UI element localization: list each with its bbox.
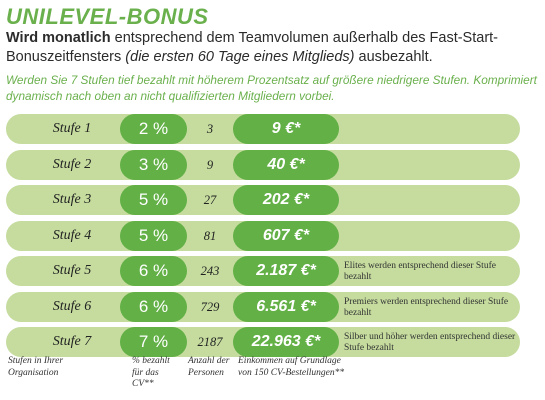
info-note: Werden Sie 7 Stufen tief bezahlt mit höh… — [6, 73, 537, 103]
row-note: Elites werden entsprechend dieser Stufe … — [344, 261, 496, 282]
footer-count-label: Anzahl der Personen — [188, 356, 230, 378]
income-pill: 607 €* — [233, 220, 339, 251]
income-pill: 2.187 €* — [233, 256, 339, 286]
people-count: 729 — [200, 299, 220, 314]
level-label: Stufe 5 — [52, 263, 92, 278]
people-count: 2187 — [197, 335, 223, 349]
people-count: 81 — [203, 228, 217, 243]
level-label: Stufe 3 — [52, 192, 92, 207]
people-count: 9 — [206, 157, 214, 172]
income-pill: 9 €* — [233, 114, 339, 144]
table-row: Stufe 7 7 % 2187 22.963 €* Silber und hö… — [6, 327, 520, 357]
table-row: Stufe 5 6 % 243 2.187 €* Elites werden e… — [6, 256, 520, 286]
row-note: Premiers werden entsprechend dieser Stuf… — [344, 296, 509, 318]
income-pill: 22.963 €* — [233, 327, 339, 357]
table-row: Stufe 1 2 % 3 9 €* — [6, 114, 520, 144]
percent-pill: 3 % — [120, 149, 187, 180]
intro-bold: Wird monatlich — [6, 30, 111, 46]
income-pill: 40 €* — [233, 149, 339, 180]
footer-percent-label: % bezahlt für das CV** — [132, 356, 170, 389]
level-label: Stufe 7 — [52, 334, 92, 349]
intro-tail: ausbezahlt. — [354, 49, 433, 65]
row-note: Silber und höher werden entsprechend die… — [344, 332, 516, 353]
level-label: Stufe 4 — [52, 227, 92, 243]
footer-income-label: Einkommen auf Grundlage von 150 CV-Beste… — [238, 356, 345, 378]
percent-pill: 5 % — [120, 185, 187, 215]
level-label: Stufe 2 — [52, 156, 92, 172]
income-pill: 202 €* — [233, 185, 339, 215]
percent-pill: 7 % — [120, 327, 187, 357]
people-count: 27 — [203, 193, 217, 207]
percent-pill: 2 % — [120, 114, 187, 144]
table-row: Stufe 3 5 % 27 202 €* — [6, 185, 520, 215]
level-label: Stufe 1 — [52, 121, 92, 136]
intro-paragraph: Wird monatlich entsprechend dem Teamvolu… — [6, 29, 538, 67]
people-count: 3 — [206, 122, 214, 136]
intro-italic: (die ersten 60 Tage eines Mitglieds) — [125, 49, 355, 65]
percent-pill: 6 % — [120, 291, 187, 322]
bonus-table: Stufe 1 2 % 3 9 €* Stufe 2 3 % 9 40 €* S… — [6, 114, 520, 363]
level-label: Stufe 6 — [52, 298, 92, 314]
table-row: Stufe 6 6 % 729 6.561 €* Premiers werden… — [6, 291, 520, 322]
percent-pill: 5 % — [120, 220, 187, 251]
footer-levels-label: Stufen in Ihrer Organisation — [8, 356, 64, 378]
table-row: Stufe 4 5 % 81 607 €* — [6, 220, 520, 251]
page-title: UNILEVEL-BONUS — [6, 4, 209, 29]
percent-pill: 6 % — [120, 256, 187, 286]
income-pill: 6.561 €* — [233, 291, 339, 322]
people-count: 243 — [200, 264, 220, 278]
intro-text: entsprechend dem Teamvolumen außerhalb d… — [6, 30, 499, 65]
table-row: Stufe 2 3 % 9 40 €* — [6, 149, 520, 180]
